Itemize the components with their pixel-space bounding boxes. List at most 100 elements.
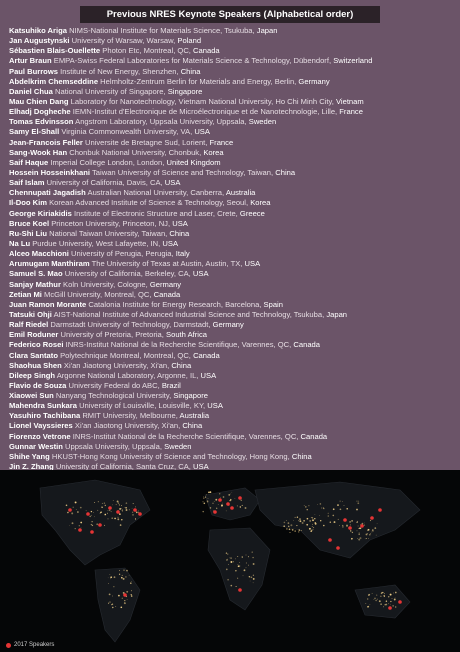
speaker-country: Australia [179,411,210,421]
speaker-institution: Institute of Electronic Structure and La… [74,208,238,218]
speaker-country: Germany [212,320,244,330]
city-light-dot [207,498,209,499]
city-light-dot [319,514,321,516]
speaker-row: Federico Rosei INRS-Institut National de… [9,340,457,350]
city-light-dot [112,500,114,501]
speaker-row: Sang-Wook Han Chonbuk National Universit… [9,148,457,158]
city-light-dot [237,556,239,557]
city-light-dot [111,504,113,506]
city-light-dot [206,494,208,496]
city-light-dot [232,561,234,563]
city-light-dot [203,497,205,499]
city-light-dot [209,491,212,493]
speaker-country: USA [162,238,179,248]
speaker-name: Ru-Shi Liu [9,228,47,238]
speaker-country: USA [172,218,188,228]
speaker-row: Hossein Hosseinkhani Taiwan University o… [9,168,457,178]
city-light-dot [108,602,110,604]
city-light-dot [230,561,233,563]
city-light-dot [312,528,314,530]
city-light-dot [286,528,288,530]
speaker-country: USA [207,401,223,411]
speaker-affiliation: Institute of Electronic Structure and La… [72,209,265,218]
speaker-affiliation: Angstrom Laboratory, Uppsala University,… [73,117,276,126]
city-light-dot [358,538,361,541]
city-light-dot [314,514,316,515]
city-light-dot [329,521,332,523]
speaker-row: George Kiriakidis Institute of Electroni… [9,209,457,219]
city-light-dot [131,511,134,513]
city-light-dot [297,531,300,533]
city-light-dot [79,506,82,509]
city-light-dot [85,510,87,512]
city-light-dot [124,507,125,509]
city-light-dot [117,516,119,518]
city-light-dot [109,509,111,512]
city-light-dot [115,606,117,608]
speaker-country: Canada [153,289,181,299]
city-light-dot [320,520,322,522]
city-light-dot [96,523,99,526]
city-light-dot [339,525,340,526]
city-light-dot [97,501,99,503]
speaker-affiliation: Imperial College London, London, United … [48,158,220,167]
city-light-dot [291,529,294,531]
city-light-dot [225,568,228,571]
city-light-dot [294,516,296,518]
city-light-dot [252,577,255,580]
speaker-location-marker [378,508,382,512]
city-light-dot [359,537,362,540]
city-light-dot [310,517,312,518]
speaker-country: Spain [263,299,283,309]
city-light-dot [339,508,342,511]
speaker-affiliation: HKUST-Hong Kong University of Science an… [50,452,312,461]
night-lights-map [0,470,460,652]
city-light-dot [367,598,369,600]
speaker-affiliation: Taiwan University of Science and Technol… [90,168,295,177]
city-light-dot [384,593,385,595]
city-light-dot [356,530,358,532]
city-light-dot [358,534,360,535]
city-light-dot [128,574,130,576]
city-light-dot [357,520,358,522]
speaker-institution: Darmstadt University of Technology, Darm… [50,320,211,330]
city-light-dot [108,583,109,584]
speaker-row: Ralf Riedel Darmstadt University of Tech… [9,320,457,330]
legend-marker-icon [6,642,11,648]
city-light-dot [248,575,251,578]
city-light-dot [288,525,290,527]
city-light-dot [125,576,127,578]
city-light-dot [240,499,242,501]
city-light-dot [312,529,314,531]
city-light-dot [306,509,308,511]
city-light-dot [212,502,214,505]
speaker-institution: Laboratory for Nanotechnology, Vietnam N… [70,96,334,106]
speaker-affiliation: Polytechnique Montreal, Montreal, QC, Ca… [58,351,220,360]
speaker-name: Elhadj Dogheche [9,107,71,117]
speaker-markers [68,496,402,610]
speaker-affiliation: The University of Texas at Austin, Austi… [90,259,261,268]
city-light-dot [391,598,393,599]
speaker-country: Canada [293,340,320,350]
speaker-row: Abdelkrim Chemseddine Helmholtz-Zentrum … [9,77,457,87]
speaker-institution: The University of Texas at Austin, Austi… [91,259,243,269]
city-light-dot [249,580,251,582]
speaker-name: Artur Braun [9,56,52,66]
speaker-institution: HKUST-Hong Kong University of Science an… [51,451,290,461]
city-light-dot [387,596,390,598]
city-light-dot [74,527,76,530]
speaker-country: France [209,137,234,147]
city-light-dot [251,551,253,553]
speaker-institution: University of Warsaw, Warsaw, [71,36,176,46]
speaker-row: Jan Augustynski University of Warsaw, Wa… [9,36,457,46]
city-light-dot [227,558,229,560]
speaker-row: Mau Chien Dang Laboratory for Nanotechno… [9,97,457,107]
city-light-dot [110,578,112,580]
city-light-dot [342,526,344,528]
speaker-institution: Xi'an Jiaotong University, Xi'an, [74,421,181,431]
city-light-dot [300,530,302,531]
city-light-dot [231,491,233,493]
city-light-dot [321,507,323,509]
speaker-institution: Polytechnique Montreal, Montreal, QC, [60,350,191,360]
speaker-row: Daniel Chua National University of Singa… [9,87,457,97]
